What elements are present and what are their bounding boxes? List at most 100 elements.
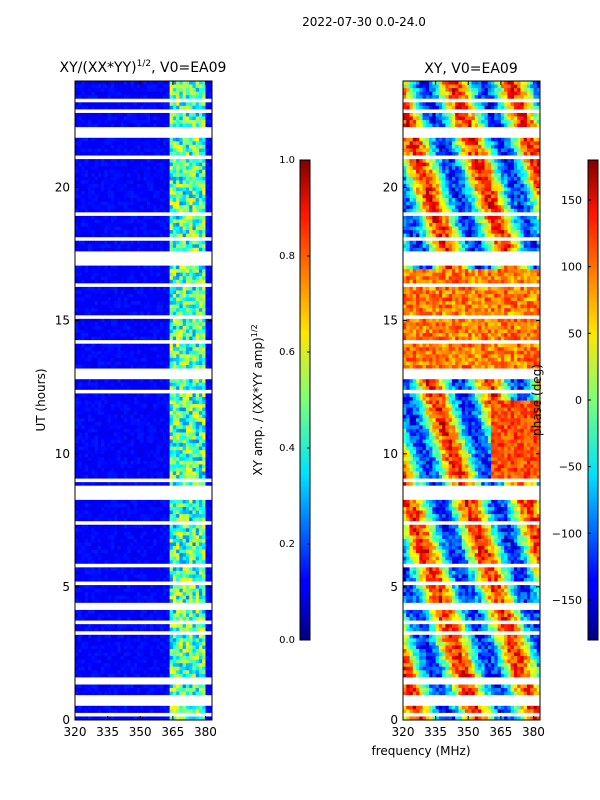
heatmap-cell xyxy=(123,428,128,433)
heatmap-cell xyxy=(117,127,122,132)
heatmap-cell xyxy=(88,478,92,483)
heatmap-cell xyxy=(84,432,89,437)
heatmap-cell xyxy=(192,350,197,355)
heatmap-cell xyxy=(84,109,89,114)
heatmap-cell xyxy=(110,276,115,281)
heatmap-cell xyxy=(166,450,170,455)
heatmap-cell xyxy=(91,393,95,398)
heatmap-cell xyxy=(75,322,79,327)
heatmap-cell xyxy=(205,240,210,245)
heatmap-cell xyxy=(195,414,200,419)
heatmap-cell xyxy=(81,127,86,132)
heatmap-cell xyxy=(117,215,122,220)
heatmap-cell xyxy=(205,162,210,167)
heatmap-cell xyxy=(117,478,122,483)
heatmap-cell xyxy=(163,254,167,259)
heatmap-cell xyxy=(123,201,128,206)
heatmap-cell xyxy=(84,162,89,167)
heatmap-cell xyxy=(75,478,79,483)
heatmap-cell xyxy=(169,464,174,469)
heatmap-cell xyxy=(75,123,79,128)
heatmap-cell xyxy=(133,198,138,203)
heatmap-cell xyxy=(97,212,102,217)
heatmap-cell xyxy=(94,389,99,394)
heatmap-cell xyxy=(84,95,89,100)
heatmap-cell xyxy=(166,301,170,306)
heatmap-cell xyxy=(192,343,197,348)
heatmap-cell xyxy=(192,396,197,401)
heatmap-cell xyxy=(166,215,170,220)
heatmap-cell xyxy=(159,418,164,423)
heatmap-cell xyxy=(202,375,206,380)
heatmap-cell xyxy=(159,98,164,103)
heatmap-cell xyxy=(182,183,187,188)
heatmap-cell xyxy=(153,294,157,298)
heatmap-cell xyxy=(169,230,174,235)
heatmap-cell xyxy=(163,396,167,401)
heatmap-cell xyxy=(81,173,86,178)
heatmap-cell xyxy=(143,183,148,188)
heatmap-cell xyxy=(127,460,131,465)
heatmap-cell xyxy=(143,361,148,366)
heatmap-cell xyxy=(205,368,210,373)
heatmap-cell xyxy=(94,279,99,284)
heatmap-cell xyxy=(75,169,79,174)
heatmap-cell xyxy=(117,286,122,291)
heatmap-cell xyxy=(88,88,92,93)
heatmap-cell xyxy=(84,120,89,124)
heatmap-cell xyxy=(205,81,210,85)
heatmap-cell xyxy=(97,187,102,192)
heatmap-cell xyxy=(172,407,177,412)
heatmap-cell xyxy=(202,215,206,220)
heatmap-cell xyxy=(97,333,102,337)
heatmap-cell xyxy=(153,421,157,426)
heatmap-cell xyxy=(146,290,151,295)
heatmap-cell xyxy=(166,478,170,483)
heatmap-cell xyxy=(150,244,154,249)
heatmap-cell xyxy=(81,272,86,277)
heatmap-cell xyxy=(143,418,148,423)
heatmap-cell xyxy=(104,411,109,416)
heatmap-cell xyxy=(208,180,213,185)
heatmap-cell xyxy=(97,286,102,291)
heatmap-cell xyxy=(88,194,92,199)
heatmap-cell xyxy=(114,84,118,89)
heatmap-cell xyxy=(192,187,197,192)
heatmap-cell xyxy=(143,467,148,472)
heatmap-cell xyxy=(208,329,213,334)
heatmap-cell xyxy=(78,169,82,174)
heatmap-cell xyxy=(163,251,167,256)
heatmap-cell xyxy=(185,123,190,128)
heatmap-cell xyxy=(78,361,82,366)
heatmap-cell xyxy=(195,105,200,110)
heatmap-cell xyxy=(130,347,135,352)
heatmap-cell xyxy=(130,311,135,316)
heatmap-cell xyxy=(104,183,109,188)
heatmap-cell xyxy=(123,283,128,288)
heatmap-cell xyxy=(94,223,99,227)
heatmap-cell xyxy=(172,219,177,224)
heatmap-cell xyxy=(159,311,164,316)
heatmap-cell xyxy=(153,464,157,469)
heatmap-cell xyxy=(192,425,197,430)
heatmap-cell xyxy=(120,105,125,110)
heatmap-cell xyxy=(140,173,144,178)
heatmap-cell xyxy=(123,471,128,476)
heatmap-cell xyxy=(101,453,105,458)
heatmap-cell xyxy=(127,325,131,330)
heatmap-cell xyxy=(198,191,203,195)
heatmap-cell xyxy=(133,404,138,408)
heatmap-cell xyxy=(189,294,193,298)
heatmap-cell xyxy=(110,457,115,462)
heatmap-cell xyxy=(107,105,112,110)
heatmap-cell xyxy=(166,155,170,160)
heatmap-cell xyxy=(208,198,213,203)
heatmap-cell xyxy=(195,329,200,334)
heatmap-cell xyxy=(91,116,95,121)
heatmap-cell xyxy=(101,467,105,472)
heatmap-cell xyxy=(136,180,141,185)
heatmap-cell xyxy=(97,223,102,227)
heatmap-cell xyxy=(81,485,86,490)
heatmap-cell xyxy=(185,112,190,117)
heatmap-cell xyxy=(114,482,118,487)
